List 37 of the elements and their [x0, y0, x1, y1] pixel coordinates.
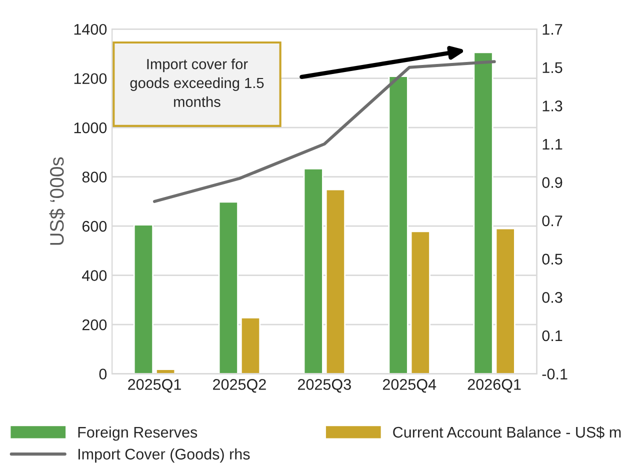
bar — [303, 168, 324, 374]
bar — [240, 316, 261, 374]
x-tick-label: 2025Q1 — [128, 379, 181, 393]
annotation: Import cover for goods exceeding 1.5 months — [130, 58, 264, 108]
bar — [495, 228, 516, 374]
y-tick-label: 800 — [82, 172, 107, 182]
bar — [410, 230, 430, 374]
y2-tick-label: 1.7 — [542, 24, 562, 35]
y2-tick-label: 0.7 — [542, 215, 562, 226]
legend-label: Current Account Balance - US$ m — [393, 426, 621, 439]
bar — [388, 76, 408, 374]
x-tick-label: 2026Q1 — [468, 379, 521, 393]
y2-tick-label: 0.3 — [542, 292, 562, 303]
bar — [133, 224, 154, 374]
y-tick-label: 400 — [82, 270, 107, 281]
y2-tick-label: -0.1 — [542, 368, 568, 380]
bar — [473, 52, 494, 374]
y-tick-label: 1400 — [74, 24, 107, 35]
y2-tick-label: 1.1 — [542, 139, 562, 150]
y2-tick-label: 0.5 — [542, 254, 562, 265]
y2-tick-label: 0.1 — [542, 330, 562, 342]
legend-label: Import Cover (Goods) rhs — [78, 448, 250, 463]
y-axis-title: US$ ‘000s — [49, 157, 65, 245]
y-tick-label: 0 — [99, 368, 107, 380]
bar — [325, 188, 346, 374]
bar — [218, 201, 238, 374]
legend-label: Foreign Reserves — [78, 426, 198, 441]
y-tick-label: 600 — [82, 220, 107, 232]
y2-tick-label: 1.5 — [542, 62, 562, 74]
x-tick-label: 2025Q4 — [382, 379, 436, 393]
x-tick-label: 2025Q2 — [213, 379, 266, 393]
y-tick-label: 1200 — [74, 73, 107, 84]
y2-tick-label: 1.3 — [542, 100, 562, 112]
x-tick-label: 2025Q3 — [298, 379, 351, 393]
y2-tick-label: 0.9 — [542, 177, 562, 188]
y-tick-label: 1000 — [74, 122, 107, 134]
y-tick-label: 200 — [82, 319, 107, 330]
